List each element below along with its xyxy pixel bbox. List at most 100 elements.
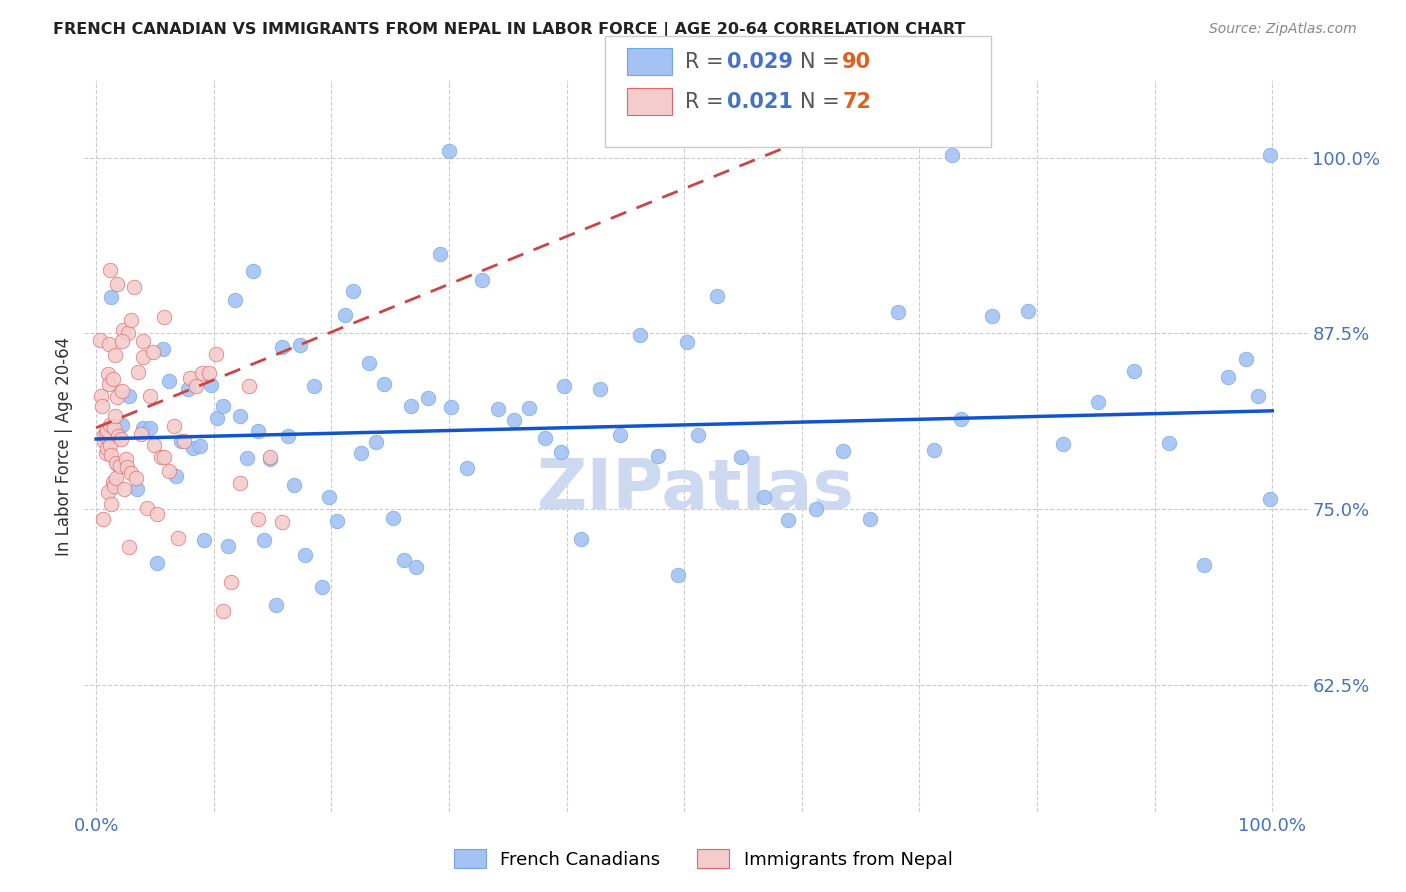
Point <box>142 438 165 452</box>
Point <box>394 553 416 567</box>
Point <box>118 540 141 554</box>
Point <box>146 507 169 521</box>
Point <box>179 371 201 385</box>
Text: FRENCH CANADIAN VS IMMIGRANTS FROM NEPAL IN LABOR FORCE | AGE 20-64 CORRELATION : FRENCH CANADIAN VS IMMIGRANTS FROM NEPAL… <box>53 22 966 38</box>
Point <box>198 366 221 380</box>
Text: N =: N = <box>800 52 846 71</box>
Point <box>110 432 132 446</box>
Point <box>149 450 172 464</box>
Legend: French Canadians, Immigrants from Nepal: French Canadians, Immigrants from Nepal <box>446 842 960 876</box>
Point <box>675 334 697 349</box>
Point <box>207 411 229 425</box>
Point <box>1216 370 1239 384</box>
Point <box>271 515 294 529</box>
Point <box>1247 388 1270 402</box>
Point <box>132 420 155 434</box>
Point <box>98 336 121 351</box>
Point <box>163 419 186 434</box>
Point <box>688 428 710 442</box>
Y-axis label: In Labor Force | Age 20-64: In Labor Force | Age 20-64 <box>55 336 73 556</box>
Point <box>129 427 152 442</box>
Point <box>114 451 136 466</box>
Point <box>93 428 115 442</box>
Point <box>381 511 404 525</box>
Point <box>97 368 120 382</box>
Point <box>97 485 120 500</box>
Point <box>373 376 395 391</box>
Point <box>271 339 294 353</box>
Point <box>115 460 138 475</box>
Point <box>1017 304 1039 318</box>
Point <box>125 471 148 485</box>
Point <box>107 428 129 442</box>
Point <box>94 425 117 439</box>
Text: R =: R = <box>685 52 730 71</box>
Point <box>264 598 287 612</box>
Point <box>706 289 728 303</box>
Point <box>212 400 235 414</box>
Text: 0.021: 0.021 <box>727 92 793 112</box>
Point <box>887 305 910 319</box>
Point <box>1258 148 1281 162</box>
Text: R =: R = <box>685 92 730 112</box>
Point <box>142 344 165 359</box>
Point <box>157 464 180 478</box>
Point <box>357 356 380 370</box>
Point <box>981 310 1004 324</box>
Point <box>666 568 689 582</box>
Point <box>104 409 127 423</box>
Point <box>191 366 214 380</box>
Point <box>502 413 524 427</box>
Point <box>364 434 387 449</box>
Point <box>101 372 124 386</box>
Point <box>120 466 142 480</box>
Point <box>127 482 149 496</box>
Point <box>101 475 124 489</box>
Point <box>405 560 427 574</box>
Point <box>259 450 281 465</box>
Point <box>108 458 131 473</box>
Point <box>184 378 207 392</box>
Point <box>100 497 122 511</box>
Point <box>139 389 162 403</box>
Point <box>127 365 149 379</box>
Point <box>259 452 281 467</box>
Point <box>96 442 118 456</box>
Point <box>122 280 145 294</box>
Point <box>776 513 799 527</box>
Point <box>228 409 250 423</box>
Point <box>534 431 557 445</box>
Point <box>212 603 235 617</box>
Point <box>350 446 373 460</box>
Text: 72: 72 <box>842 92 872 112</box>
Point <box>401 399 423 413</box>
Point <box>647 449 669 463</box>
Point <box>1122 364 1144 378</box>
Point <box>588 382 610 396</box>
Point <box>754 490 776 504</box>
Point <box>335 308 357 322</box>
Point <box>1192 558 1215 573</box>
Point <box>949 412 972 426</box>
Point <box>517 401 540 416</box>
Point <box>416 391 439 405</box>
Point <box>139 421 162 435</box>
Point <box>170 434 193 448</box>
Point <box>105 390 128 404</box>
Point <box>146 557 169 571</box>
Point <box>1236 351 1258 366</box>
Point <box>550 444 572 458</box>
Text: 0.029: 0.029 <box>727 52 793 71</box>
Point <box>440 400 463 414</box>
Point <box>98 263 121 277</box>
Point <box>238 379 260 393</box>
Point <box>859 512 882 526</box>
Point <box>247 424 270 438</box>
Point <box>193 533 215 548</box>
Point <box>111 384 134 398</box>
Point <box>167 532 190 546</box>
Point <box>96 423 118 437</box>
Point <box>112 482 135 496</box>
Point <box>100 290 122 304</box>
Point <box>98 377 121 392</box>
